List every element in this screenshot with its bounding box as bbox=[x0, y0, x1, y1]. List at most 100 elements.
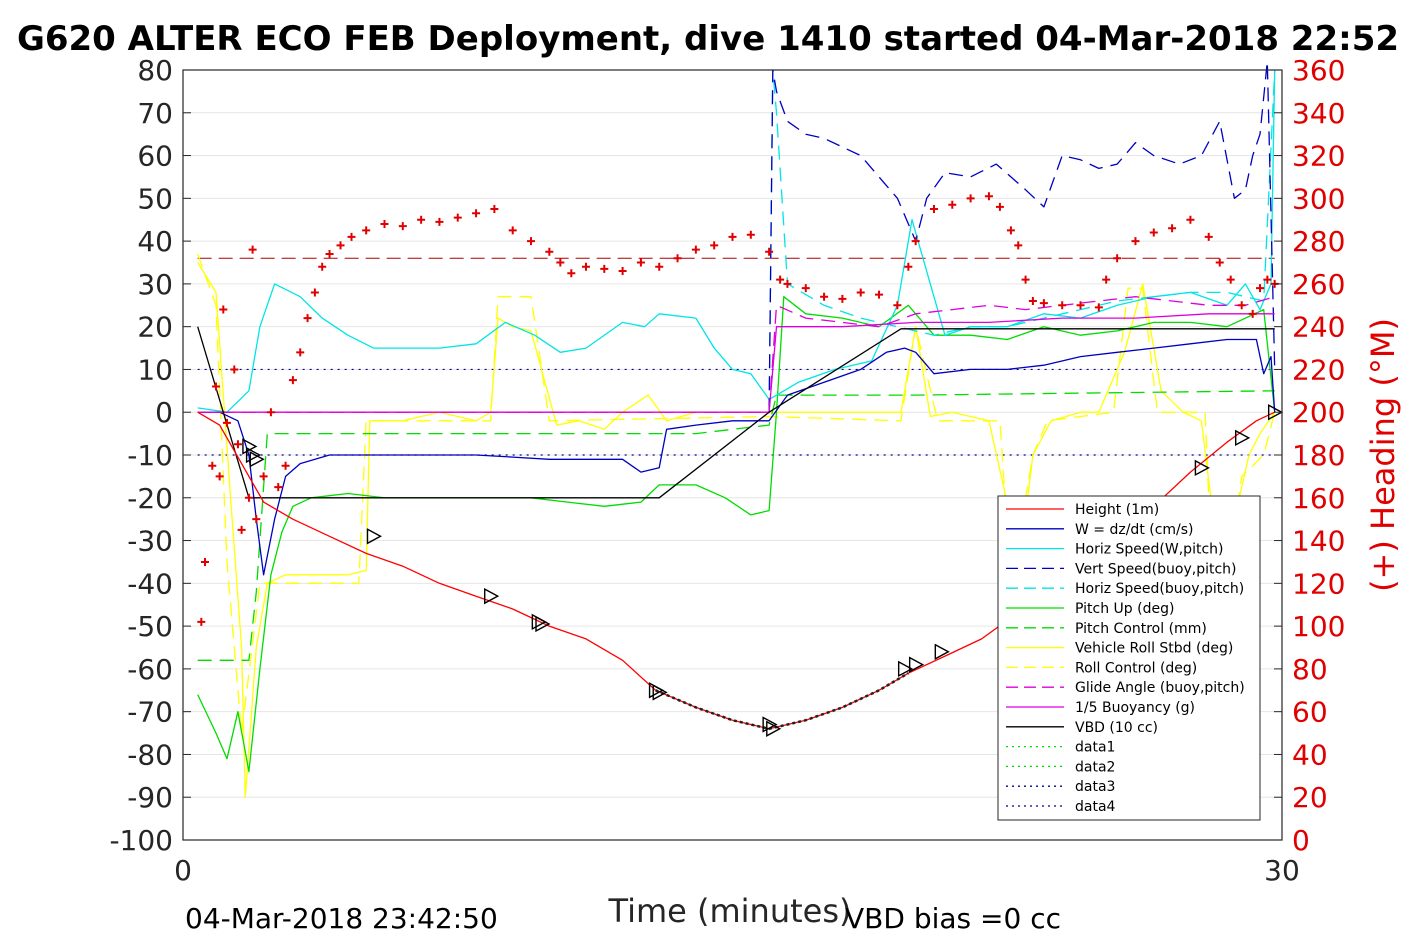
legend-label: Pitch Up (deg) bbox=[1075, 601, 1174, 617]
y-tick-label: -70 bbox=[127, 696, 173, 729]
legend-label: W = dz/dt (cm/s) bbox=[1075, 522, 1194, 538]
y2-tick-label: 140 bbox=[1292, 525, 1345, 558]
heading-point bbox=[303, 314, 312, 323]
heading-point bbox=[274, 483, 283, 492]
legend-label: data3 bbox=[1075, 779, 1115, 795]
heading-point bbox=[765, 247, 774, 256]
heading-point bbox=[219, 305, 228, 314]
heading-point bbox=[1204, 232, 1213, 241]
height-marker bbox=[766, 720, 782, 737]
heading-point bbox=[1186, 215, 1195, 224]
heading-point bbox=[691, 245, 700, 254]
heading-point bbox=[948, 200, 957, 209]
heading-point bbox=[1263, 275, 1272, 284]
y-tick-label: 30 bbox=[137, 268, 173, 301]
y-tick-label: -10 bbox=[127, 439, 173, 472]
heading-point bbox=[380, 220, 389, 228]
heading-point bbox=[929, 205, 938, 214]
height-marker bbox=[1267, 404, 1284, 421]
heading-point bbox=[728, 232, 737, 241]
height-marker bbox=[484, 587, 500, 605]
y-tick-label: 40 bbox=[137, 225, 173, 258]
heading-point bbox=[1102, 275, 1111, 284]
series-vehicle-roll bbox=[197, 262, 1276, 798]
height-marker bbox=[249, 451, 265, 468]
series-vbd bbox=[197, 326, 1275, 499]
y2-tick-label: 100 bbox=[1292, 610, 1345, 643]
heading-point bbox=[237, 525, 246, 534]
y-tick-label: 80 bbox=[137, 54, 173, 87]
heading-point bbox=[281, 461, 290, 470]
height-marker bbox=[762, 716, 778, 733]
y-tick-label: -50 bbox=[127, 610, 173, 643]
x-tick-label: 0 bbox=[174, 854, 192, 887]
heading-point bbox=[1039, 299, 1048, 308]
y-tick-label: 60 bbox=[137, 140, 173, 173]
heading-point bbox=[398, 222, 407, 231]
heading-point bbox=[1149, 228, 1158, 237]
heading-point bbox=[1131, 237, 1140, 246]
height-marker bbox=[535, 615, 551, 633]
y2-tick-label: 0 bbox=[1292, 824, 1310, 857]
heading-point bbox=[310, 288, 319, 297]
heading-point bbox=[1094, 303, 1103, 312]
y2-axis-label: (+) Heading (°M) bbox=[1364, 318, 1402, 592]
heading-point bbox=[600, 264, 609, 273]
heading-point bbox=[1237, 301, 1246, 310]
height-marker bbox=[1235, 429, 1251, 447]
legend-label: data1 bbox=[1075, 740, 1115, 756]
series-w bbox=[197, 338, 1276, 576]
vbd-bias-label: VBD bias =0 cc bbox=[845, 902, 1061, 935]
y2-tick-label: 300 bbox=[1292, 182, 1345, 215]
series-horiz-speed-buoy bbox=[768, 69, 1276, 413]
heading-point bbox=[1058, 301, 1067, 310]
heading-point bbox=[248, 245, 257, 254]
heading-point bbox=[362, 226, 371, 235]
height-marker bbox=[897, 660, 914, 678]
heading-point bbox=[995, 202, 1004, 211]
heading-point bbox=[966, 194, 975, 203]
legend-label: Glide Angle (buoy,pitch) bbox=[1075, 680, 1245, 696]
heading-point bbox=[1021, 275, 1030, 284]
x-axis-label: Time (minutes) bbox=[608, 892, 852, 930]
y2-tick-label: 240 bbox=[1292, 311, 1345, 344]
y2-tick-label: 40 bbox=[1292, 738, 1328, 771]
heading-point bbox=[347, 232, 356, 241]
heading-point bbox=[618, 267, 627, 276]
heading-point bbox=[655, 262, 664, 271]
heading-point bbox=[336, 241, 345, 250]
heading-point bbox=[856, 288, 865, 297]
heading-point bbox=[1215, 258, 1224, 267]
y2-tick-label: 320 bbox=[1292, 140, 1345, 173]
heading-point bbox=[288, 376, 297, 385]
y-tick-label: 20 bbox=[137, 311, 173, 344]
series-pitch-control bbox=[197, 390, 1275, 661]
heading-point bbox=[208, 461, 217, 470]
heading-point bbox=[244, 493, 253, 502]
heading-point bbox=[259, 472, 268, 481]
heading-point bbox=[893, 301, 902, 310]
heading-point bbox=[453, 213, 462, 222]
heading-point bbox=[1113, 254, 1122, 263]
heading-point bbox=[1014, 241, 1023, 250]
heading-point bbox=[490, 205, 499, 214]
heading-point bbox=[527, 237, 536, 246]
y2-tick-label: 220 bbox=[1292, 353, 1345, 386]
heading-point bbox=[435, 217, 444, 226]
height-marker bbox=[1194, 459, 1210, 477]
heading-point bbox=[1028, 297, 1037, 305]
height-marker bbox=[245, 446, 262, 464]
series-horiz-speed-w bbox=[197, 69, 1276, 413]
heading-point bbox=[556, 258, 565, 267]
height-marker bbox=[652, 684, 668, 701]
heading-point bbox=[581, 262, 590, 271]
y-tick-label: -80 bbox=[127, 738, 173, 771]
y2-tick-label: 20 bbox=[1292, 781, 1328, 814]
legend: Height (1m) W = dz/dt (cm/s) Horiz Speed(W… bbox=[997, 495, 1261, 821]
height-marker bbox=[934, 643, 950, 660]
legend-label: Vehicle Roll Stbd (deg) bbox=[1075, 641, 1233, 657]
x-tick-label: 30 bbox=[1264, 854, 1300, 887]
heading-point bbox=[904, 262, 913, 271]
y2-tick-label: 200 bbox=[1292, 396, 1345, 429]
legend-box bbox=[997, 495, 1261, 821]
